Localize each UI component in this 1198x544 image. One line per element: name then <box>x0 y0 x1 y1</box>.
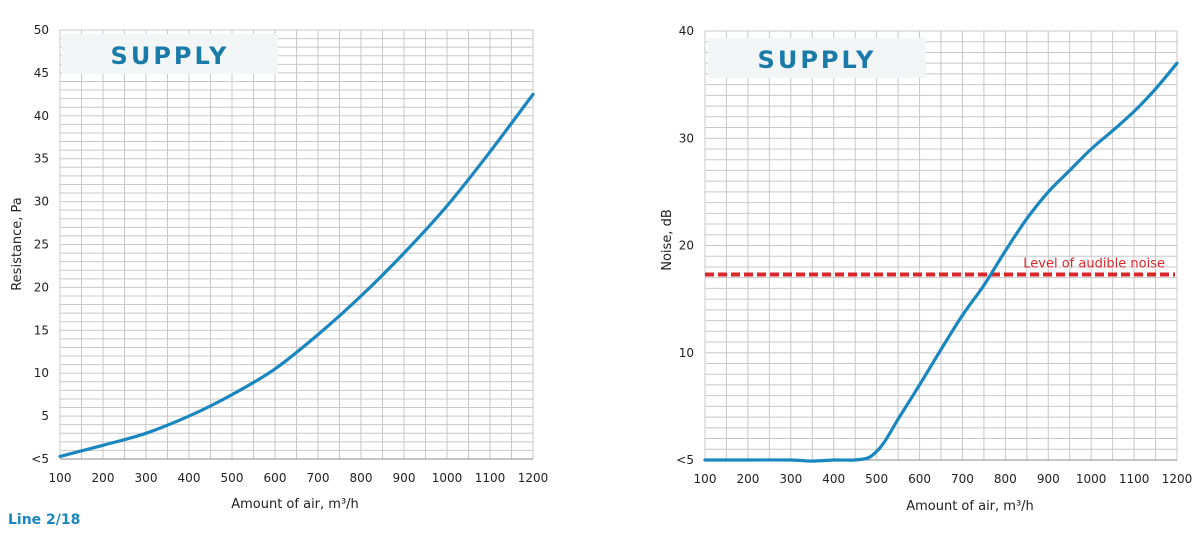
x-tick-label: 1100 <box>475 471 506 485</box>
supply-badge: SUPPLY <box>758 46 877 74</box>
noise-chart-y-ticks: <5 10 20 30 40 <box>676 24 694 467</box>
resistance-chart-grid <box>59 29 534 460</box>
y-tick-label: 20 <box>679 239 694 253</box>
x-tick-label: 1000 <box>432 471 463 485</box>
y-tick-label: 40 <box>679 24 694 38</box>
x-tick-label: 600 <box>908 472 931 486</box>
y-tick-label: 45 <box>34 66 49 80</box>
y-tick-label: 5 <box>41 409 49 423</box>
noise-chart: 100 200 300 400 500 600 700 800 900 1000 1100 1200 … <box>660 24 1192 514</box>
y-tick-label: 30 <box>34 195 49 209</box>
resistance-chart-series <box>58 92 535 458</box>
x-tick-label: 800 <box>350 471 373 485</box>
y-tick-label: 15 <box>34 323 49 337</box>
series-line <box>58 92 535 458</box>
supply-badge-background <box>62 34 278 74</box>
x-tick-label: 100 <box>49 471 72 485</box>
x-tick-label: 300 <box>779 472 802 486</box>
x-tick-label: 200 <box>92 471 115 485</box>
noise-chart-grid <box>704 30 1178 461</box>
noise-chart-series <box>703 61 1179 463</box>
x-axis-label: Amount of air, m³/h <box>906 499 1034 514</box>
resistance-chart: 100 200 300 400 500 600 700 800 900 1000 1100 1200 … <box>10 23 548 512</box>
x-tick-label: 500 <box>221 471 244 485</box>
y-tick-label: 10 <box>34 366 49 380</box>
line-caption: Line 2/18 <box>8 512 81 528</box>
x-tick-label: 400 <box>822 472 845 486</box>
x-tick-label: 1200 <box>518 471 549 485</box>
supply-badge-background <box>708 38 926 78</box>
x-tick-label: 700 <box>951 472 974 486</box>
x-tick-label: 900 <box>393 471 416 485</box>
audible-noise-label: Level of audible noise <box>1023 256 1165 271</box>
series-line <box>703 61 1179 463</box>
y-tick-label: 10 <box>679 346 694 360</box>
y-tick-label: 20 <box>34 280 49 294</box>
y-tick-label: 35 <box>34 152 49 166</box>
y-tick-label: 40 <box>34 109 49 123</box>
y-tick-label: 30 <box>679 131 694 145</box>
resistance-chart-x-ticks: 100 200 300 400 500 600 700 800 900 1000 1100 1200 <box>49 471 549 485</box>
y-tick-label: <5 <box>676 453 694 467</box>
y-axis-label: Resistance, Pa <box>10 197 25 291</box>
x-tick-label: 900 <box>1037 472 1060 486</box>
y-tick-label: 50 <box>34 23 49 37</box>
supply-badge: SUPPLY <box>111 42 230 70</box>
x-tick-label: 300 <box>135 471 158 485</box>
x-tick-label: 100 <box>694 472 717 486</box>
x-axis-label: Amount of air, m³/h <box>231 497 359 512</box>
noise-chart-x-ticks: 100 200 300 400 500 600 700 800 900 1000 1100 1200 <box>694 472 1193 486</box>
x-tick-label: 1100 <box>1119 472 1150 486</box>
x-tick-label: 1200 <box>1162 472 1193 486</box>
resistance-chart-y-ticks: <5 5 10 15 20 25 30 35 40 45 50 <box>31 23 49 466</box>
y-tick-label: <5 <box>31 452 49 466</box>
noise-chart-reference: Level of audible noise <box>705 256 1175 277</box>
x-tick-label: 600 <box>264 471 287 485</box>
y-axis-label: Noise, dB <box>660 209 675 271</box>
x-tick-label: 1000 <box>1076 472 1107 486</box>
x-tick-label: 500 <box>865 472 888 486</box>
y-tick-label: 25 <box>34 238 49 252</box>
x-tick-label: 200 <box>736 472 759 486</box>
x-tick-label: 400 <box>178 471 201 485</box>
x-tick-label: 700 <box>307 471 330 485</box>
x-tick-label: 800 <box>994 472 1017 486</box>
